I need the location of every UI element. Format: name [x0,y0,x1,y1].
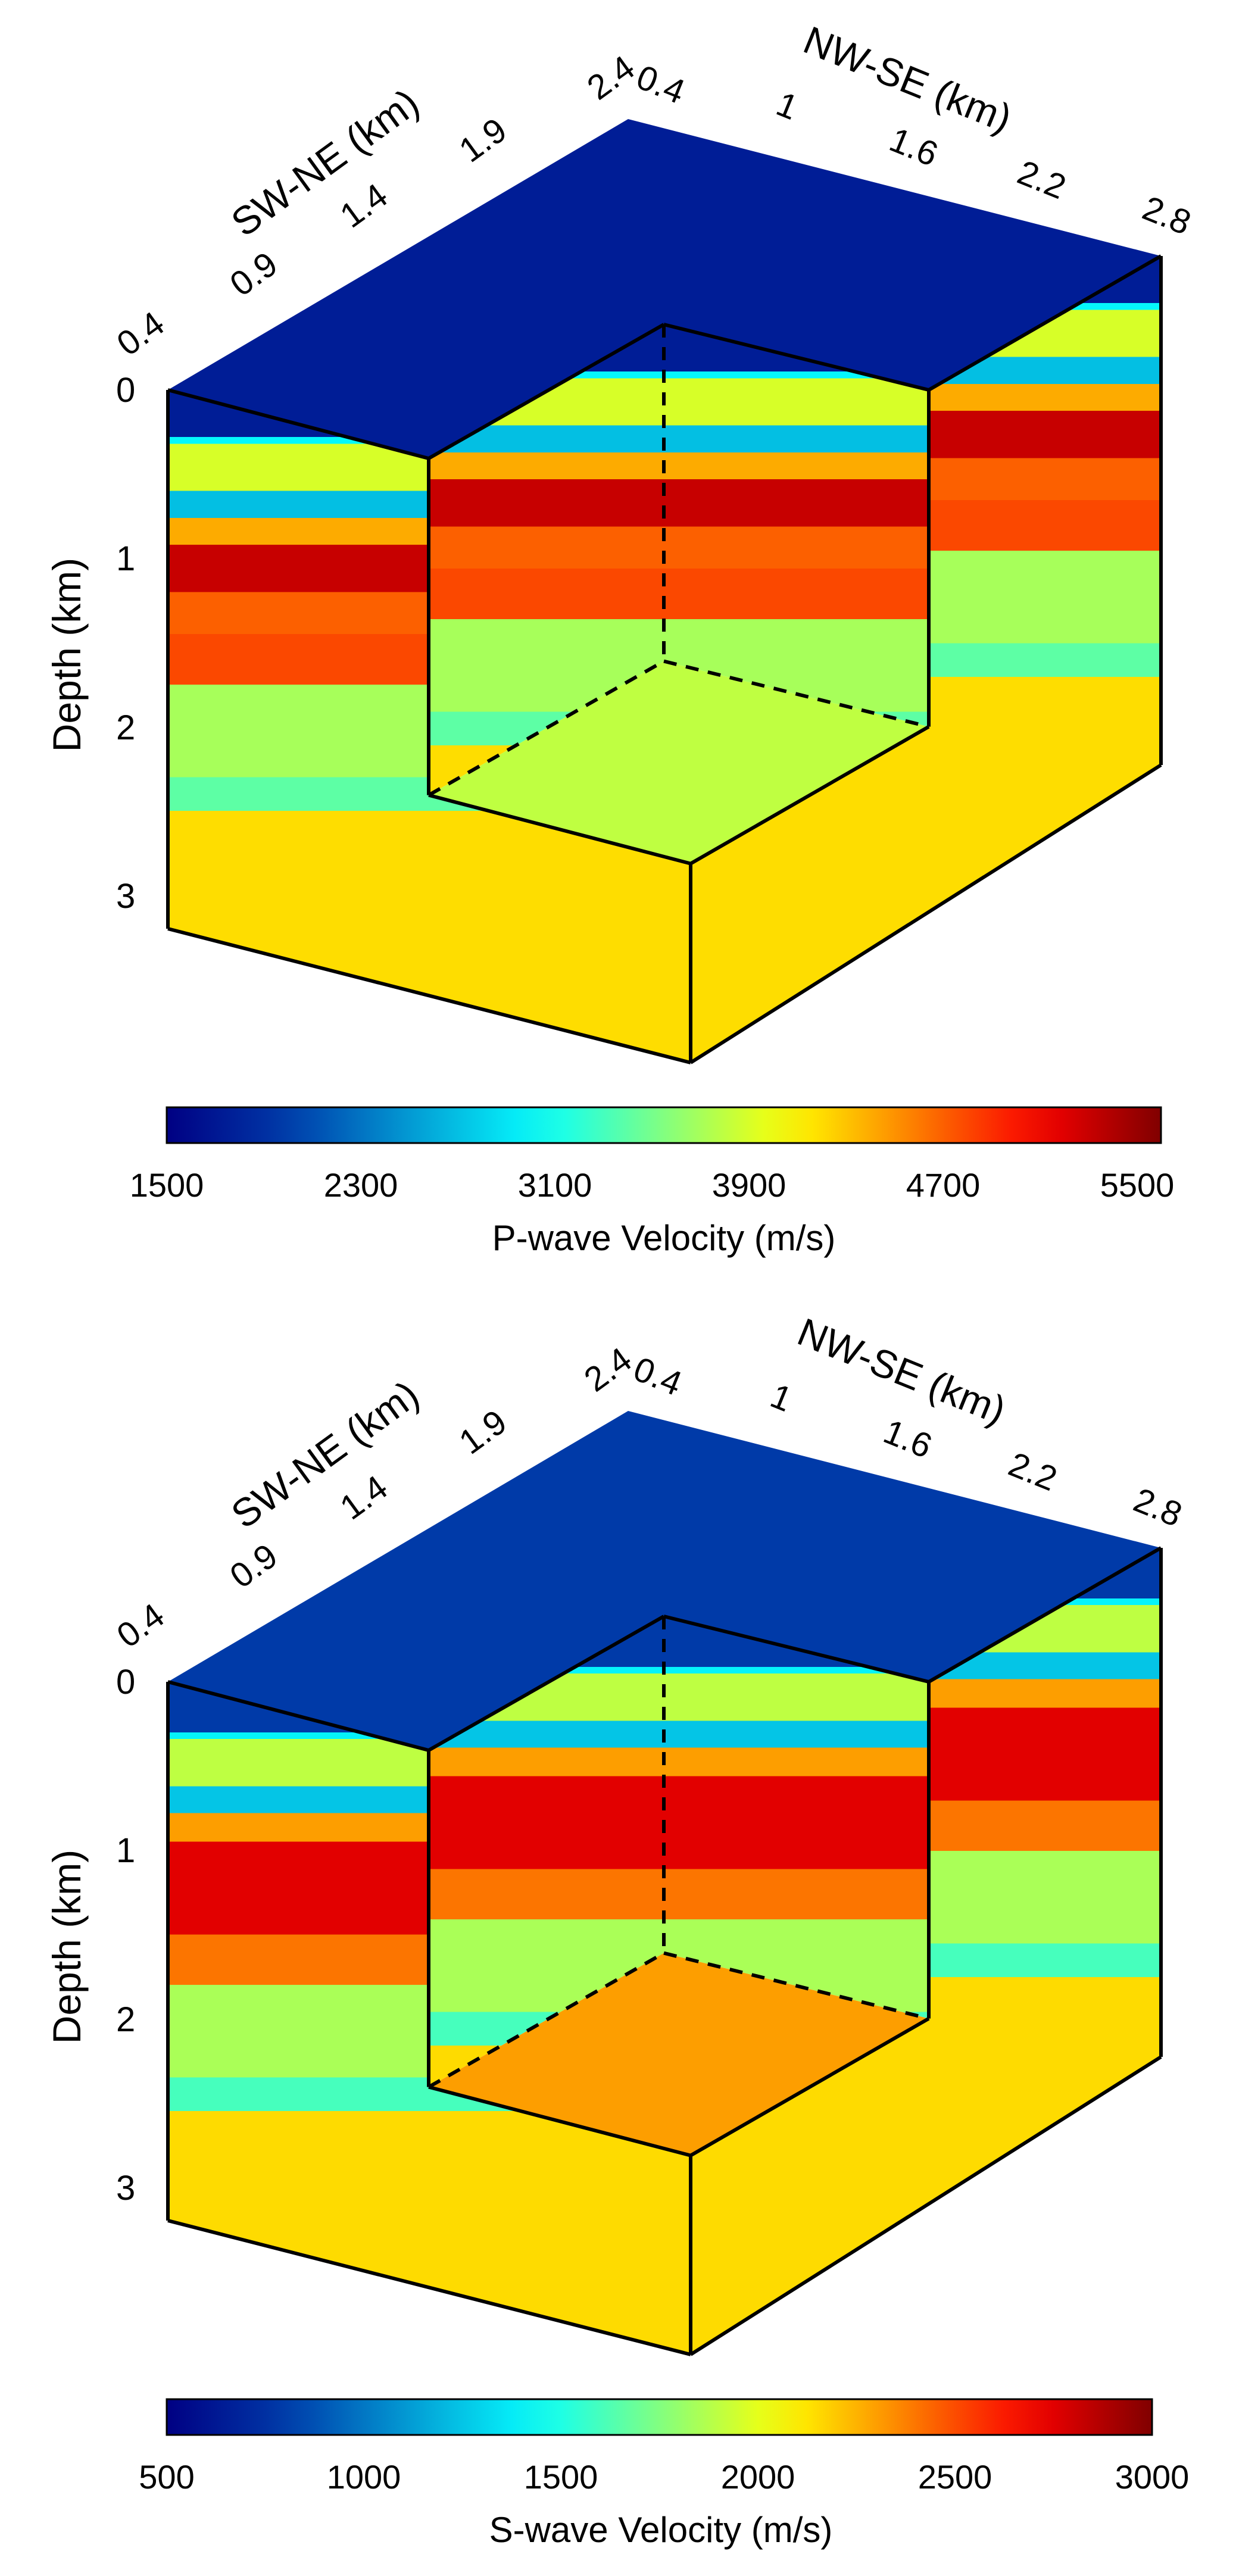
s-cutout-floor [429,1953,929,2156]
s-edge [928,1546,1162,1684]
p-cbar-tick-2: 2300 [324,1166,398,1204]
s-edge [663,1615,929,1684]
p-sw-ne-axis-label: SW-NE (km) [223,80,427,245]
s-sw-ne-tick-4: 1.9 [452,1403,513,1462]
p-sw-ne-tick-1: 0.4 [110,304,171,364]
s-edge [167,1680,429,1752]
p-edge [689,763,1162,1064]
s-cbar-tick-3: 1500 [524,2458,598,2496]
p-wave-panel: 0.4 0.9 1.4 1.9 2.4 SW-NE (km) 0.4 1 1.6… [45,17,1196,1258]
s-depth-tick-1: 1 [116,1831,135,1870]
p-volume-faces [168,119,1161,1063]
p-cutout-right-wall [664,324,929,727]
s-volume-faces [168,1411,1161,2355]
s-edge [689,2017,930,2157]
s-depth-tick-3: 3 [116,2169,135,2207]
p-sw-ne-tick-5: 2.4 [580,48,641,108]
s-colorbar-label: S-wave Velocity (m/s) [489,2510,833,2550]
s-cbar-tick-1: 500 [139,2458,194,2496]
s-nw-se-tick-4: 2.2 [1003,1445,1062,1498]
s-edge [689,2055,1162,2356]
p-edge [689,725,930,866]
s-cutout-right-wall [664,1616,929,2019]
s-edge [167,2219,691,2356]
p-cutout-floor [429,661,929,864]
p-edge [167,388,429,460]
s-nw-se-axis-label: NW-SE (km) [792,1309,1012,1432]
s-cbar-tick-2: 1000 [327,2458,401,2496]
s-sw-ne-tick-2: 0.9 [223,1537,284,1596]
s-colorbar [166,2398,1153,2436]
p-depth-tick-2: 2 [116,708,135,747]
p-depth-axis-label: Depth (km) [45,558,89,752]
s-wave-panel: 0.4 0.9 1.4 1.9 2.4 SW-NE (km) 0.4 1 1.6… [45,1309,1189,2550]
s-edge [428,2085,691,2157]
p-cbar-tick-6: 5500 [1100,1166,1175,1204]
s-depth-tick-0: 0 [116,1663,135,1701]
s-nw-se-tick-5: 2.8 [1128,1481,1187,1534]
p-top-face [168,119,1161,458]
p-sw-ne-tick-3: 1.4 [333,176,394,236]
s-cbar-tick-6: 3000 [1115,2458,1190,2496]
p-edge [428,793,691,866]
s-nw-se-tick-1: 0.4 [628,1350,687,1403]
p-nw-se-tick-5: 2.8 [1137,189,1196,242]
p-volume-edges [166,254,1163,1064]
s-edge-hidden [663,1951,929,2021]
p-cbar-tick-1: 1500 [130,1166,204,1204]
s-sw-ne-axis-label: SW-NE (km) [223,1372,427,1537]
p-nw-se-tick-4: 2.2 [1012,153,1071,207]
s-volume-edges [166,1546,1163,2356]
p-nw-se-axis-label: NW-SE (km) [798,17,1018,140]
p-edge [663,323,929,392]
p-nw-se-tick-3: 1.6 [884,120,943,174]
p-cbar-tick-5: 4700 [906,1166,981,1204]
p-depth-tick-0: 0 [116,371,135,410]
s-right-face [691,1548,1161,2355]
p-edge [167,927,691,1064]
s-nw-se-tick-3: 1.6 [878,1412,937,1466]
p-cbar-tick-4: 3900 [712,1166,786,1204]
s-top-face [168,1411,1161,1750]
s-depth-tick-2: 2 [116,2000,135,2039]
s-cbar-tick-4: 2000 [721,2458,795,2496]
p-right-face [691,256,1161,1063]
s-front-left-face [168,1682,691,2355]
p-front-left-face [168,390,691,1063]
p-edge-hidden [663,659,929,729]
p-edge [427,323,665,460]
p-nw-se-tick-1: 0.4 [631,58,690,111]
p-edge [928,254,1162,392]
s-sw-ne-tick-5: 2.4 [577,1340,638,1400]
s-sw-ne-tick-3: 1.4 [333,1468,394,1528]
s-sw-ne-tick-1: 0.4 [110,1596,171,1656]
p-nw-se-tick-2: 1 [771,85,803,127]
p-sw-ne-tick-2: 0.9 [223,245,284,304]
p-depth-tick-1: 1 [116,539,135,578]
s-edge [427,1615,665,1752]
p-sw-ne-tick-4: 1.9 [452,111,513,170]
s-depth-axis-label: Depth (km) [45,1850,89,2044]
s-nw-se-tick-2: 1 [765,1376,797,1419]
p-cutout-left-wall [429,324,664,795]
s-cutout-left-wall [429,1616,664,2087]
p-colorbar [166,1106,1162,1144]
p-cbar-tick-3: 3100 [518,1166,592,1204]
p-colorbar-label: P-wave Velocity (m/s) [492,1218,836,1258]
p-depth-tick-3: 3 [116,877,135,916]
s-cbar-tick-5: 2500 [918,2458,992,2496]
